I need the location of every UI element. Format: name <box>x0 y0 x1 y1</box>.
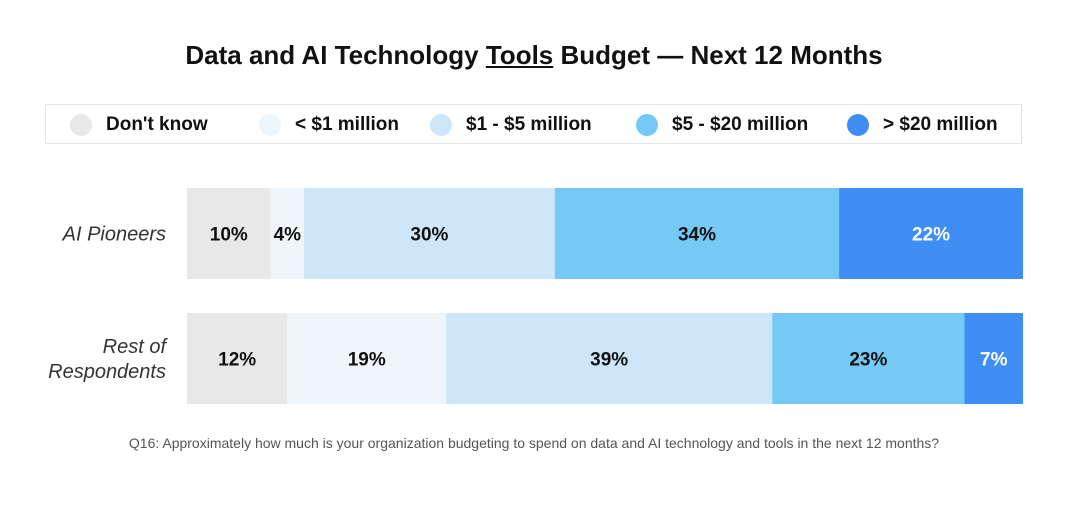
bar-segment-rest-of-respondents-don-t-know <box>187 313 288 404</box>
legend-swatch-dont-know <box>70 114 92 136</box>
category-label-ai-pioneers: AI Pioneers <box>62 224 166 246</box>
legend-label-dont-know: Don't know <box>106 114 208 135</box>
data-label-rest-of-respondents-don-t-know: 12% <box>218 350 256 371</box>
category-label-line: AI Pioneers <box>62 224 166 246</box>
data-label-ai-pioneers-5-20-million: 34% <box>678 225 716 246</box>
bar-segment-ai-pioneers-1-million <box>270 188 305 279</box>
bar-segment-ai-pioneers-1-5-million <box>304 188 555 279</box>
legend-item-under-1-million: < $1 million <box>259 105 399 145</box>
data-label-rest-of-respondents-20-million: 7% <box>980 350 1008 371</box>
legend-item-5-to-20-million: $5 - $20 million <box>636 105 808 145</box>
bar-segment-rest-of-respondents-5-20-million <box>772 313 965 404</box>
bar-segment-rest-of-respondents-1-million <box>287 313 447 404</box>
legend-label-5-to-20-million: $5 - $20 million <box>672 114 809 135</box>
legend-swatch-over-20-million <box>847 114 869 136</box>
bar-segment-rest-of-respondents-20-million <box>964 313 1023 404</box>
legend-label-1-to-5-million: $1 - $5 million <box>466 114 592 135</box>
data-label-ai-pioneers-1-million: 4% <box>274 225 302 246</box>
legend-label-under-1-million: < $1 million <box>295 114 400 135</box>
data-label-rest-of-respondents-1-5-million: 39% <box>590 350 628 371</box>
legend-item-over-20-million: > $20 million <box>847 105 998 145</box>
category-label-rest-of-respondents: Rest of Respondents <box>48 336 168 383</box>
bar-segment-ai-pioneers-20-million <box>839 188 1023 279</box>
legend-item-dont-know: Don't know <box>70 105 208 145</box>
data-label-rest-of-respondents-5-20-million: 23% <box>849 350 887 371</box>
survey-question-note: Q16: Approximately how much is your orga… <box>128 435 940 451</box>
legend-swatch-1-to-5-million <box>430 114 452 136</box>
data-label-ai-pioneers-don-t-know: 10% <box>210 225 248 246</box>
legend-item-1-to-5-million: $1 - $5 million <box>430 105 592 145</box>
legend-swatch-5-to-20-million <box>636 114 658 136</box>
legend: Don't know < $1 million $1 - $5 million … <box>45 104 1022 144</box>
category-label-line: Rest of <box>103 336 169 358</box>
chart-title-underlined-word: Tools <box>485 40 554 70</box>
chart-title-part-3: Budget — Next 12 Months <box>553 40 883 70</box>
legend-label-over-20-million: > $20 million <box>883 114 998 135</box>
bar-segment-rest-of-respondents-1-5-million <box>446 313 773 404</box>
data-label-ai-pioneers-20-million: 22% <box>912 225 950 246</box>
legend-swatch-under-1-million <box>259 114 281 136</box>
data-label-ai-pioneers-1-5-million: 30% <box>410 225 448 246</box>
chart-title-part-1: Data and AI Technology <box>185 40 486 70</box>
data-label-rest-of-respondents-1-million: 19% <box>348 350 386 371</box>
bar-segment-ai-pioneers-don-t-know <box>187 188 271 279</box>
chart-title: Data and AI Technology Tools Budget — Ne… <box>0 40 1068 71</box>
bar-segment-ai-pioneers-5-20-million <box>554 188 840 279</box>
category-label-line: Respondents <box>48 361 166 383</box>
